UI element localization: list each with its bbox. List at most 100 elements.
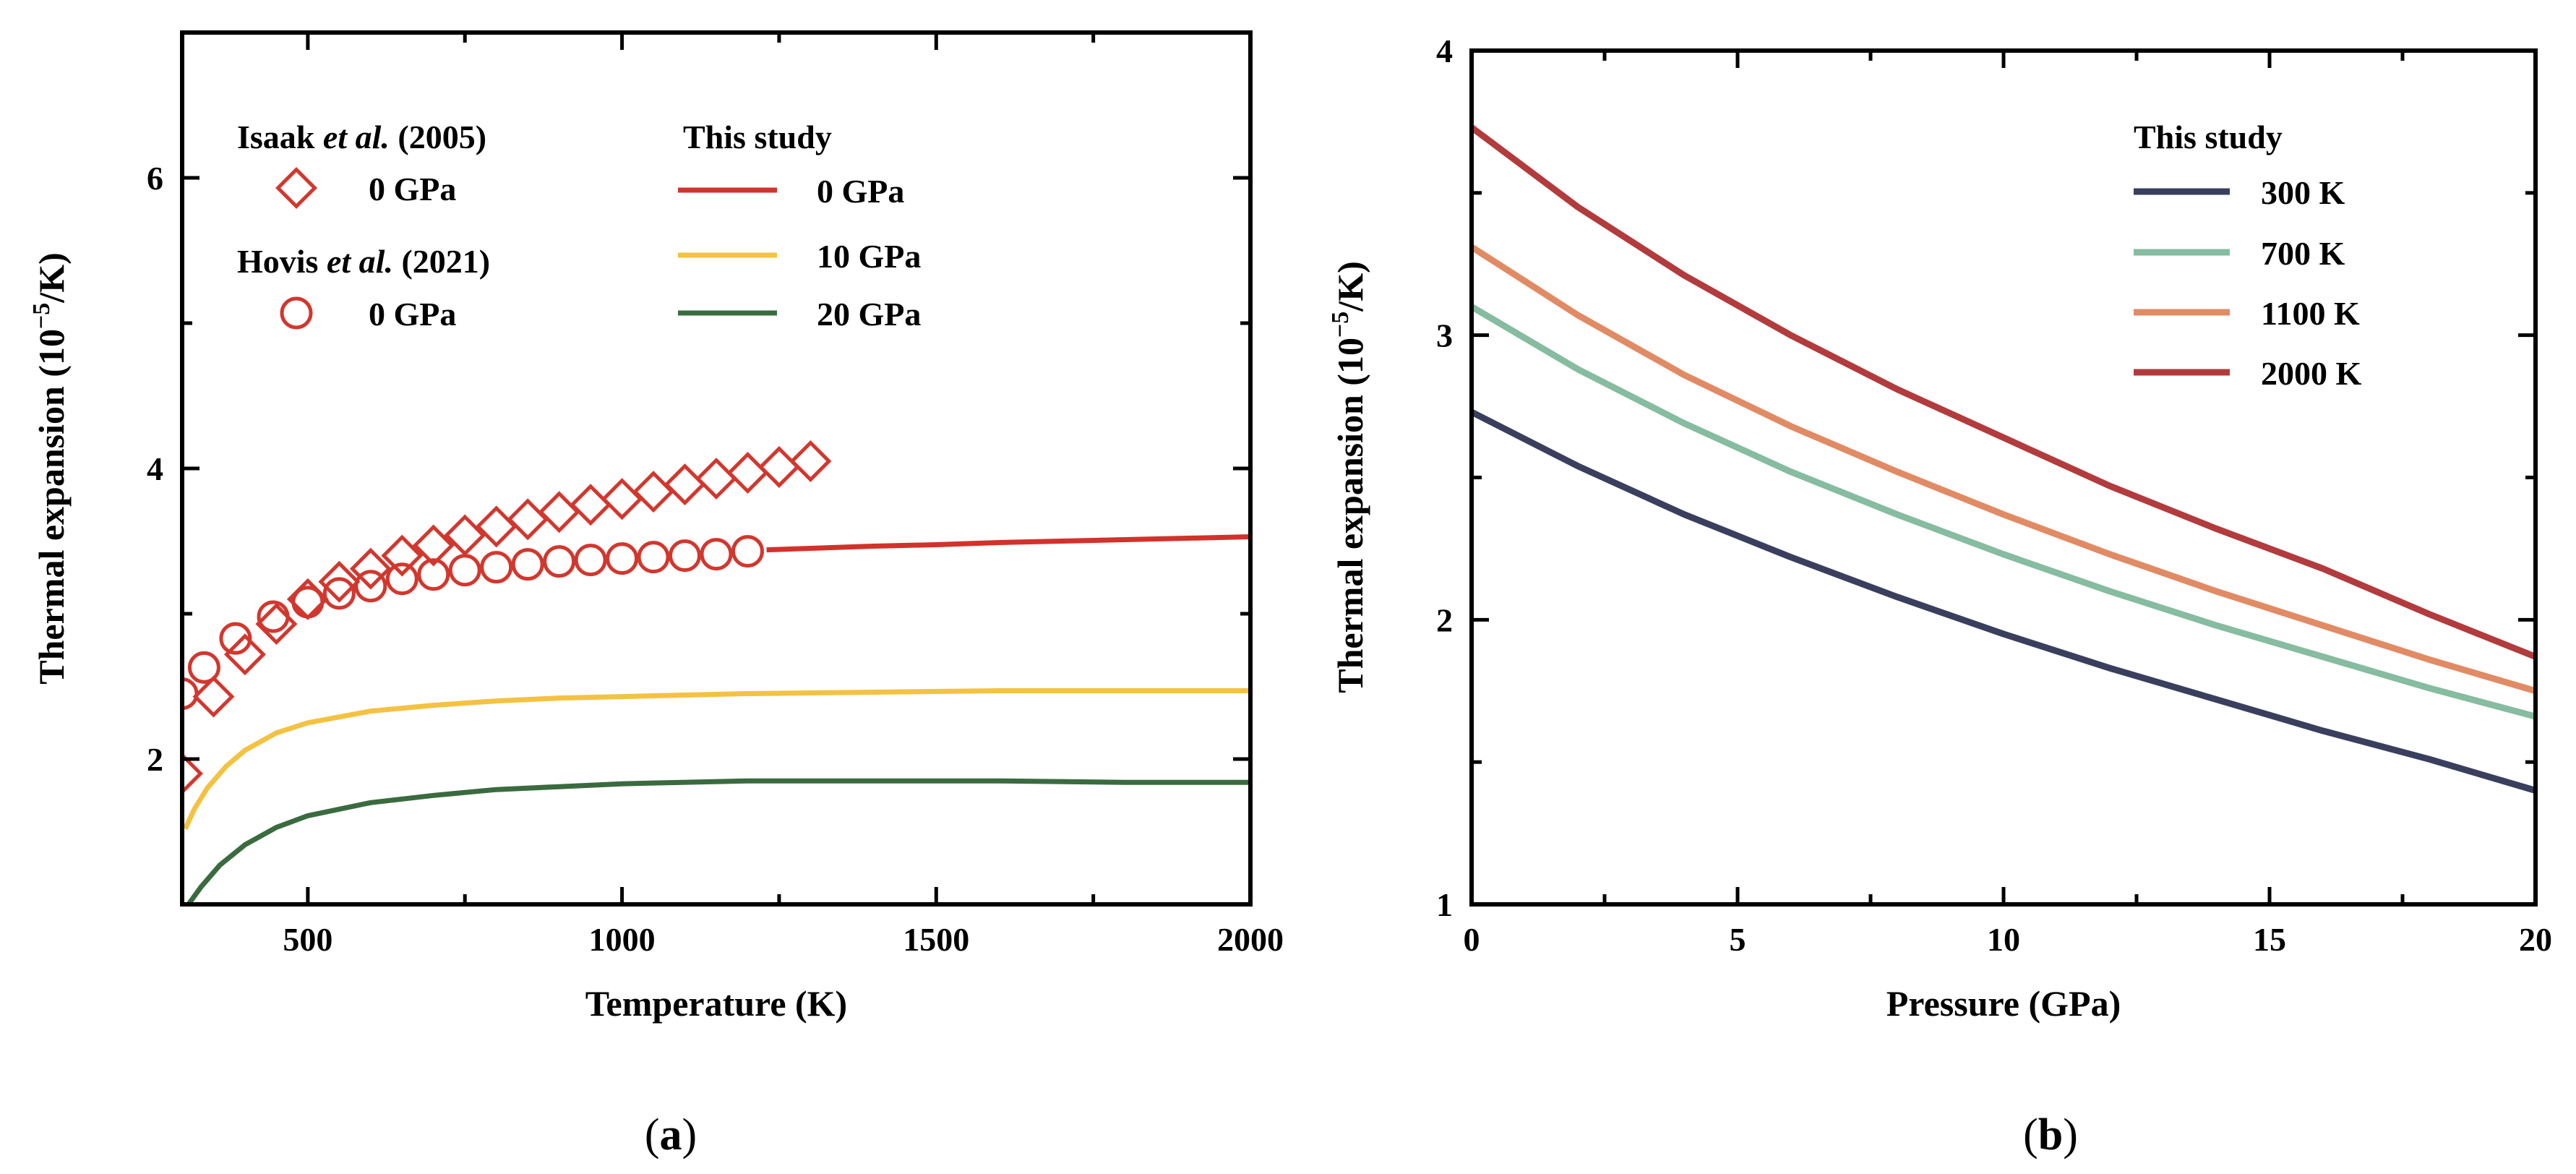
panel-b-y-axis-label-main: Thermal expansion (10 (1330, 338, 1370, 693)
panel-a-y-axis-label: Thermal expansion (10−5/K) (28, 252, 72, 685)
panel-b-plot-frame (1469, 48, 2538, 907)
circle-marker-point (606, 542, 639, 575)
circle-marker-point (257, 600, 290, 633)
panel-b-x-axis-label: Pressure (GPa) (1886, 983, 2121, 1024)
diamond-marker-point (192, 675, 235, 718)
diamond-marker-point (223, 633, 266, 676)
panel-b-ticks: 0 5 10 15 20 1 2 3 4 (1436, 33, 2552, 958)
diamond-marker-point (381, 534, 424, 577)
circle-marker-point (669, 539, 702, 573)
legend-circle-marker (280, 296, 313, 330)
legend-title-isaak-year: (2005) (390, 119, 486, 155)
panel-b-caption-open: ( (2023, 1110, 2038, 1160)
panel-a-y-axis-label-main: Thermal expansion (10 (31, 329, 72, 685)
panel-b-series-1100-k (1472, 244, 2536, 695)
circle-marker-point (574, 544, 607, 577)
diamond-marker-point (538, 491, 580, 534)
panel-a-series-group (182, 440, 1250, 904)
circle-marker-point (731, 535, 764, 568)
panel-b-series-300-k (1472, 408, 2536, 794)
panel-a-ticks: 500 1000 1500 2000 2 4 6 (147, 30, 1284, 958)
x-tick-label: 10 (1987, 921, 2020, 958)
panel-a-chart: 500 1000 1500 2000 2 4 6 Temperature (K) Therm… (28, 30, 1284, 1160)
panel-a-markers-isaak-et-al-2005 (182, 440, 832, 795)
diamond-marker-point (789, 440, 832, 482)
legend-title-isaak-author: Isaak (237, 119, 323, 155)
panel-b-y-axis-label-unit: /K) (1330, 261, 1370, 312)
panel-b-series-group (1472, 124, 2536, 794)
panel-b-caption-letter: b (2038, 1110, 2063, 1160)
circle-marker-point (322, 577, 356, 610)
diamond-marker-point (507, 498, 549, 541)
legend-label-300k: 300 K (2261, 174, 2345, 211)
panel-b-legend: This study 300 K 700 K 1100 K 2000 K (2134, 119, 2362, 392)
panel-a-y-axis-label-unit: /K) (31, 252, 72, 303)
circle-marker-point (291, 586, 325, 619)
panel-b-caption-close: ) (2063, 1110, 2078, 1160)
circle-marker-point (417, 558, 450, 591)
diamond-marker-point (255, 603, 298, 646)
legend-title-isaak: Isaak et al. (2005) (237, 119, 486, 155)
diamond-marker-point (664, 463, 706, 506)
legend-label-1100k: 1100 K (2261, 295, 2360, 332)
diamond-marker-point (349, 547, 392, 590)
legend-title-hovis-author: Hovis (237, 243, 327, 280)
panel-a-markers-hovis-et-al-2021 (182, 535, 764, 711)
diamond-marker-point (570, 484, 612, 526)
diamond-marker-point (632, 471, 675, 513)
diamond-marker-point (695, 458, 737, 500)
diamond-marker-point (412, 524, 455, 567)
panel-a-series-0-gpa (766, 534, 1250, 553)
legend-label-isaak: 0 GPa (369, 171, 456, 207)
panel-b-chart: 0 5 10 15 20 1 2 3 4 Pressure (GPa) Thermal expa… (1327, 33, 2552, 1160)
panel-a-series-20-gpa (186, 778, 1250, 904)
panel-b-plot-layer (1472, 124, 2536, 794)
y-tick-label: 2 (1436, 601, 1453, 638)
panel-b-y-axis-label-exponent: −5 (1327, 312, 1354, 338)
x-tick-label: 20 (2519, 921, 2552, 958)
circle-marker-point (219, 622, 252, 655)
circle-marker-point (354, 570, 387, 603)
diamond-marker-point (475, 505, 518, 548)
panel-a-legend-literature: Isaak et al. (2005) 0 GPa Hovis et al. (… (237, 119, 490, 333)
circle-marker-point (511, 548, 544, 581)
legend-title-isaak-etal: et al. (323, 119, 390, 155)
panel-b-series-700-k (1472, 304, 2536, 720)
circle-marker-point (700, 538, 733, 571)
legend-title-hovis: Hovis et al. (2021) (237, 243, 490, 280)
legend-title-hovis-etal: et al. (327, 243, 393, 280)
y-tick-label: 2 (147, 741, 163, 778)
panel-b-y-axis-label: Thermal expansion (10−5/K) (1327, 261, 1370, 693)
panel-a-caption-close: ) (682, 1110, 697, 1160)
circle-marker-point (385, 562, 418, 596)
legend-title-this-study-a: This study (683, 119, 832, 155)
y-tick-label: 4 (1436, 33, 1453, 69)
panel-a-x-axis-label: Temperature (K) (585, 983, 847, 1024)
circle-marker-point (480, 551, 513, 584)
y-tick-label: 1 (1436, 886, 1453, 923)
y-tick-label: 6 (147, 160, 163, 197)
panel-a-legend-this-study: This study 0 GPa 10 GPa 20 GPa (678, 119, 921, 333)
panel-a-caption-open: ( (645, 1110, 660, 1160)
legend-label-700k: 700 K (2261, 235, 2345, 272)
legend-title-hovis-year: (2021) (393, 243, 490, 280)
y-tick-label: 3 (1436, 317, 1453, 354)
x-tick-label: 1500 (903, 921, 969, 958)
x-tick-label: 500 (283, 921, 332, 958)
legend-label-hovis: 0 GPa (369, 296, 456, 333)
x-tick-label: 0 (1464, 921, 1480, 958)
circle-marker-point (543, 545, 576, 578)
legend-diamond-marker (275, 167, 317, 209)
legend-label-20gpa: 20 GPa (817, 296, 921, 333)
circle-marker-point (187, 651, 220, 684)
legend-label-0gpa: 0 GPa (817, 173, 904, 210)
panel-b-series-2000-k (1472, 124, 2536, 660)
x-tick-label: 15 (2253, 921, 2286, 958)
legend-title-this-study-b: This study (2134, 119, 2283, 155)
diamond-marker-point (318, 560, 361, 603)
circle-marker-point (637, 541, 670, 574)
legend-label-10gpa: 10 GPa (817, 238, 921, 275)
diamond-marker-point (726, 452, 769, 494)
panel-a-caption-label: (a) (645, 1110, 697, 1160)
